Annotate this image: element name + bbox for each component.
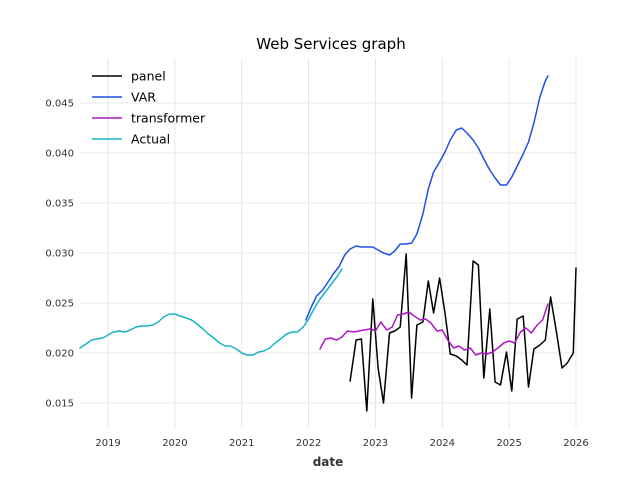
- series-line-panel: [349, 253, 577, 412]
- y-tick-label: 0.045: [45, 99, 74, 110]
- x-tick-label: 2025: [496, 438, 521, 449]
- x-axis-label: date: [313, 455, 344, 469]
- legend-label-var: VAR: [131, 90, 156, 105]
- legend-label-panel: panel: [131, 69, 166, 84]
- series-line-transformer: [319, 303, 549, 356]
- x-tick-label: 2024: [430, 438, 455, 449]
- y-tick-label: 0.025: [45, 299, 74, 310]
- x-tick-label: 2023: [363, 438, 388, 449]
- x-tick-label: 2019: [95, 438, 120, 449]
- x-tick-label: 2026: [563, 438, 588, 449]
- x-tick-label: 2022: [296, 438, 321, 449]
- y-tick-label: 0.040: [45, 149, 74, 160]
- x-tick-label: 2021: [229, 438, 254, 449]
- y-tick-label: 0.030: [45, 249, 74, 260]
- x-tick-label: 2020: [162, 438, 187, 449]
- axis-tick-labels: 2019 2020 2021 2022 2023 2024 2025 2026 0.015 0.0…: [45, 99, 588, 450]
- series-line-var: [305, 75, 549, 321]
- legend-label-actual: Actual: [131, 132, 170, 147]
- y-tick-label: 0.035: [45, 199, 74, 210]
- y-tick-label: 0.015: [45, 399, 74, 410]
- legend: panel VAR transformer Actual: [92, 69, 206, 147]
- series-lines: [79, 75, 577, 412]
- legend-label-transformer: transformer: [131, 111, 206, 126]
- y-tick-label: 0.020: [45, 349, 74, 360]
- series-line-actual: [79, 268, 343, 356]
- chart-title: Web Services graph: [256, 35, 405, 53]
- grid-lines: [80, 58, 577, 428]
